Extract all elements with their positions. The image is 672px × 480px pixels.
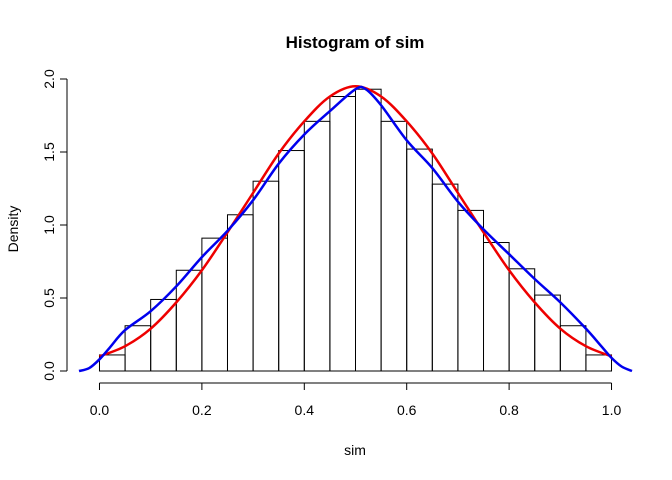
x-tick-label: 1.0 — [602, 402, 622, 418]
x-tick-label: 0.4 — [295, 402, 315, 418]
histogram-bar — [406, 148, 433, 372]
x-tick-label: 0.0 — [90, 402, 110, 418]
x-tick-label: 0.6 — [397, 402, 417, 418]
y-tick-label: 1.5 — [41, 142, 57, 162]
histogram-bar — [483, 242, 510, 372]
x-axis-label: sim — [344, 442, 366, 458]
histogram-bar — [585, 354, 613, 372]
y-tick-label: 1.0 — [41, 215, 57, 235]
histogram-bar — [303, 120, 331, 372]
x-tick-label: 0.2 — [192, 402, 212, 418]
histogram-bar — [329, 96, 357, 372]
histogram-bars — [98, 88, 613, 372]
y-axis: 0.0 0.5 1.0 1.5 2.0 — [41, 69, 68, 381]
histogram-bar — [457, 209, 485, 372]
histogram-bar — [150, 298, 177, 372]
y-axis-label: Density — [5, 206, 21, 253]
histogram-bar — [252, 180, 280, 372]
histogram-bar — [278, 150, 305, 372]
histogram-bar — [380, 120, 408, 372]
histogram-bar — [508, 268, 536, 372]
y-tick-label: 0.5 — [41, 288, 57, 308]
histogram-bar — [226, 214, 254, 372]
histogram-bar — [355, 88, 382, 372]
theoretical-density-line — [99, 85, 612, 358]
histogram-bar — [431, 183, 459, 372]
histogram-bar — [98, 354, 126, 372]
histogram-bar — [559, 325, 587, 372]
chart-title: Histogram of sim — [286, 33, 425, 52]
x-tick-label: 0.8 — [499, 402, 519, 418]
density-curves — [78, 85, 633, 373]
y-tick-label: 0.0 — [41, 361, 57, 381]
histogram-bar — [201, 237, 228, 372]
y-tick-label: 2.0 — [41, 69, 57, 89]
kernel-density-line — [78, 85, 633, 373]
x-axis: 0.0 0.2 0.4 0.6 0.8 1.0 — [90, 382, 622, 418]
